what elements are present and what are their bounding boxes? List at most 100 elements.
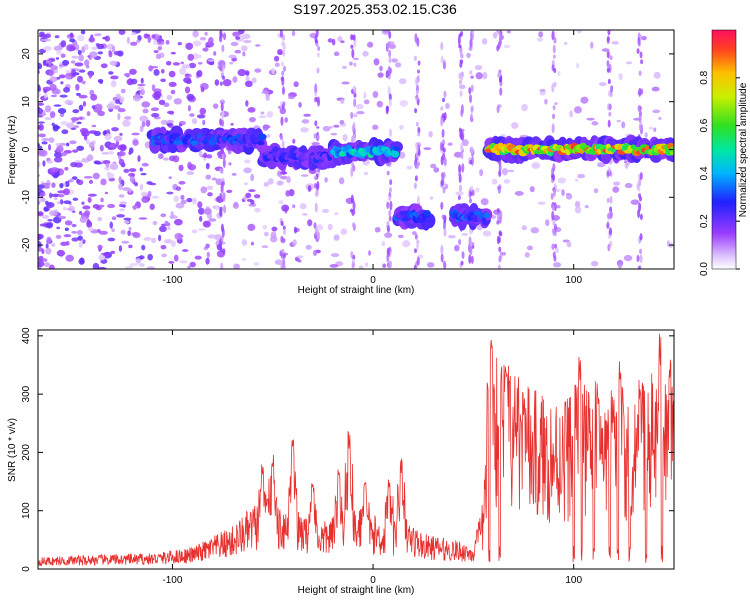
noise-speckle (180, 199, 187, 205)
noise-speckle (107, 203, 116, 209)
noise-speckle (110, 75, 119, 80)
noise-speckle (153, 93, 161, 101)
noise-streak (219, 81, 223, 86)
noise-speckle (316, 126, 320, 129)
noise-speckle (482, 230, 492, 237)
noise-streak (551, 30, 555, 40)
noise-speckle (151, 237, 157, 244)
noise-speckle (71, 55, 79, 59)
noise-speckle (245, 192, 252, 199)
noise-speckle (147, 35, 151, 44)
noise-speckle (179, 67, 187, 75)
noise-speckle (104, 35, 111, 42)
noise-speckle (545, 219, 550, 227)
noise-streak (220, 187, 224, 193)
noise-streak (609, 195, 613, 204)
noise-speckle (372, 90, 379, 99)
noise-speckle (70, 60, 76, 64)
noise-speckle (158, 37, 162, 44)
noise-speckle (48, 59, 52, 67)
noise-speckle (381, 240, 386, 247)
spectral-peak (483, 212, 491, 219)
noise-speckle (327, 223, 333, 231)
noise-speckle (84, 59, 90, 67)
noise-streak (222, 192, 226, 202)
noise-speckle (307, 219, 313, 227)
noise-speckle (38, 125, 42, 130)
spectral-peak (257, 133, 267, 141)
noise-streak (281, 86, 285, 95)
noise-speckle (56, 201, 61, 205)
noise-streak (351, 124, 355, 133)
noise-speckle (208, 37, 214, 45)
noise-speckle (399, 124, 404, 130)
noise-speckle (242, 33, 251, 40)
noise-speckle (39, 223, 48, 227)
noise-speckle (212, 103, 219, 109)
noise-streak (417, 126, 421, 134)
noise-streak (415, 96, 419, 101)
noise-streak (441, 172, 445, 178)
noise-speckle (197, 54, 202, 59)
noise-speckle (120, 88, 126, 94)
noise-streak (461, 163, 465, 173)
noise-streak (352, 34, 356, 41)
noise-speckle (315, 224, 324, 231)
noise-speckle (96, 43, 105, 50)
noise-speckle (93, 160, 101, 165)
noise-speckle (39, 31, 45, 37)
noise-streak (314, 120, 318, 127)
noise-speckle (181, 249, 189, 252)
noise-speckle (64, 166, 69, 171)
noise-speckle (166, 119, 175, 124)
noise-speckle (200, 86, 205, 93)
noise-speckle (61, 129, 69, 135)
noise-speckle (191, 229, 198, 234)
noise-speckle (53, 104, 62, 107)
noise-streak (281, 140, 285, 149)
noise-streak (313, 133, 317, 139)
noise-streak (221, 180, 225, 186)
noise-streak (498, 230, 502, 236)
noise-streak (440, 253, 444, 263)
noise-streak (282, 101, 286, 107)
noise-speckle (653, 71, 661, 79)
noise-speckle (64, 99, 74, 105)
noise-speckle (100, 178, 107, 186)
noise-speckle (228, 162, 232, 166)
noise-speckle (277, 48, 283, 56)
noise-speckle (47, 218, 54, 222)
noise-speckle (117, 112, 121, 121)
noise-speckle (293, 81, 299, 88)
noise-speckle (284, 116, 288, 123)
snr-panel: -100 0 100 0 100 200 300 400 Height of straight… (7, 327, 675, 596)
noise-streak (469, 37, 473, 48)
noise-streak (280, 263, 284, 269)
noise-streak (469, 94, 473, 104)
noise-speckle (88, 36, 96, 43)
noise-speckle (65, 240, 70, 246)
noise-speckle (194, 255, 202, 260)
noise-streak (606, 35, 610, 44)
noise-speckle (470, 75, 474, 79)
noise-speckle (648, 126, 654, 130)
noise-streak (221, 44, 225, 53)
noise-speckle (128, 151, 132, 155)
noise-speckle (42, 160, 46, 167)
noise-speckle (53, 156, 63, 163)
noise-speckle (109, 143, 115, 148)
noise-speckle (554, 102, 558, 106)
noise-speckle (429, 196, 434, 200)
noise-streak (282, 225, 286, 230)
noise-speckle (106, 129, 111, 135)
noise-speckle (69, 140, 77, 145)
noise-speckle (574, 200, 581, 208)
noise-streak (281, 76, 285, 86)
noise-streak (638, 193, 642, 198)
noise-speckle (94, 33, 102, 37)
noise-streak (606, 170, 610, 177)
noise-speckle (41, 138, 50, 141)
noise-streak (498, 169, 502, 177)
noise-speckle (111, 228, 115, 233)
noise-streak (440, 155, 444, 166)
